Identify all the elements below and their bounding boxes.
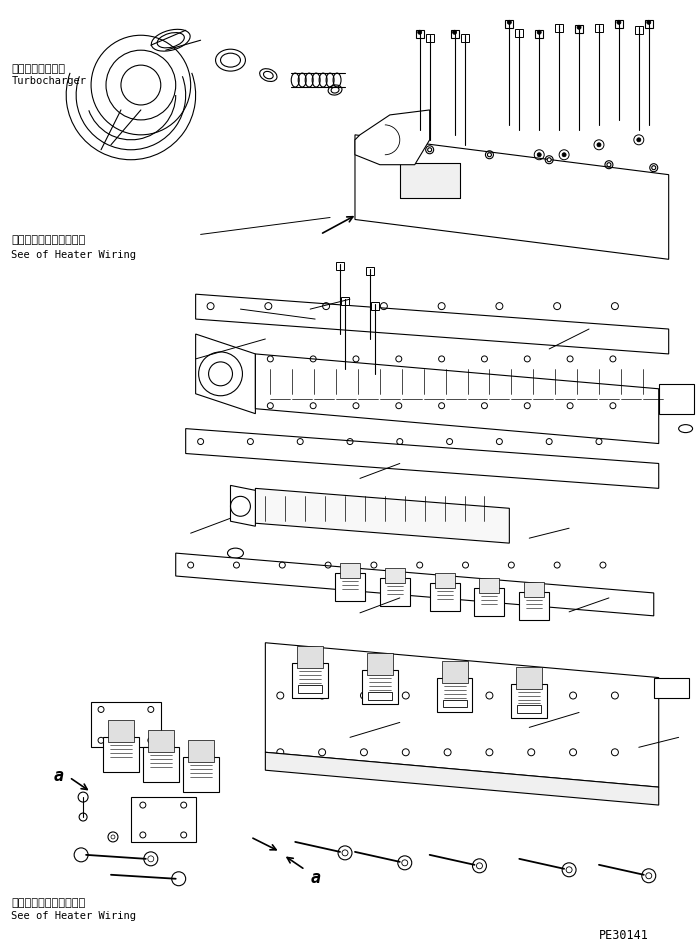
Circle shape — [111, 835, 115, 839]
Text: ターボチャージャ: ターボチャージャ — [11, 64, 65, 74]
Bar — [575, 26, 583, 34]
Circle shape — [647, 22, 651, 25]
Polygon shape — [131, 798, 195, 842]
Circle shape — [537, 154, 541, 158]
Bar — [367, 653, 393, 675]
Polygon shape — [475, 588, 505, 616]
Text: Turbocharger: Turbocharger — [11, 76, 86, 86]
Text: ヒータワイヤリング参照: ヒータワイヤリング参照 — [11, 897, 85, 906]
Text: ヒータワイヤリング参照: ヒータワイヤリング参照 — [11, 235, 85, 245]
Bar — [635, 27, 643, 35]
Bar — [517, 706, 541, 714]
Polygon shape — [186, 430, 659, 489]
Bar — [442, 661, 468, 683]
Circle shape — [428, 148, 432, 153]
Bar — [505, 22, 513, 29]
Polygon shape — [256, 489, 510, 544]
Polygon shape — [519, 592, 550, 620]
Circle shape — [646, 873, 652, 879]
Circle shape — [652, 166, 656, 171]
Text: See of Heater Wiring: See of Heater Wiring — [11, 250, 136, 260]
Bar — [536, 31, 543, 40]
Polygon shape — [183, 757, 218, 792]
Polygon shape — [659, 384, 694, 414]
Bar — [400, 163, 459, 198]
Circle shape — [342, 850, 348, 856]
Text: a: a — [310, 868, 320, 885]
Bar — [416, 31, 423, 40]
Bar — [340, 564, 360, 579]
Bar — [442, 700, 466, 708]
Bar — [517, 666, 542, 689]
Circle shape — [607, 163, 611, 167]
Circle shape — [402, 860, 408, 866]
Polygon shape — [437, 678, 473, 713]
Bar — [298, 646, 323, 668]
Circle shape — [637, 139, 640, 143]
Bar — [595, 25, 603, 33]
Bar — [515, 30, 524, 38]
Polygon shape — [265, 643, 659, 787]
Bar — [188, 740, 214, 763]
Bar — [461, 35, 468, 43]
Text: See of Heater Wiring: See of Heater Wiring — [11, 910, 136, 919]
Polygon shape — [292, 663, 328, 698]
Bar — [645, 22, 652, 29]
Circle shape — [453, 31, 456, 35]
Polygon shape — [195, 335, 256, 414]
Text: PE30141: PE30141 — [599, 928, 649, 941]
Bar — [108, 720, 134, 743]
Bar — [341, 298, 349, 306]
Polygon shape — [230, 486, 256, 527]
Bar — [366, 268, 374, 276]
Bar — [480, 579, 499, 594]
Bar — [385, 568, 405, 583]
Bar — [451, 31, 458, 40]
Circle shape — [597, 143, 601, 147]
Polygon shape — [143, 748, 178, 783]
Bar — [336, 263, 344, 271]
Circle shape — [537, 31, 541, 35]
Circle shape — [368, 143, 372, 147]
Bar — [524, 582, 544, 598]
Bar — [435, 573, 454, 588]
Polygon shape — [103, 737, 139, 772]
Bar — [615, 22, 623, 29]
Polygon shape — [380, 579, 410, 606]
Polygon shape — [430, 583, 459, 611]
Polygon shape — [511, 683, 547, 718]
Circle shape — [487, 154, 491, 158]
Polygon shape — [265, 752, 659, 805]
Circle shape — [508, 22, 511, 25]
Circle shape — [617, 22, 621, 25]
Polygon shape — [91, 702, 161, 748]
Bar — [368, 692, 392, 700]
Text: a: a — [53, 767, 63, 784]
Bar — [555, 25, 563, 33]
Polygon shape — [256, 355, 659, 444]
Circle shape — [477, 863, 482, 868]
Polygon shape — [355, 136, 668, 260]
Bar — [400, 163, 459, 198]
Circle shape — [148, 856, 154, 862]
Polygon shape — [362, 670, 398, 705]
Polygon shape — [654, 678, 689, 698]
Polygon shape — [176, 553, 654, 616]
Bar — [298, 684, 322, 693]
Bar — [426, 35, 434, 43]
Bar — [371, 303, 379, 311]
Circle shape — [562, 154, 566, 158]
Polygon shape — [355, 110, 430, 165]
Polygon shape — [335, 573, 365, 601]
Bar — [148, 731, 174, 752]
Circle shape — [577, 26, 581, 30]
Circle shape — [566, 867, 572, 873]
Circle shape — [418, 31, 421, 35]
Polygon shape — [195, 295, 668, 355]
Circle shape — [547, 159, 551, 162]
